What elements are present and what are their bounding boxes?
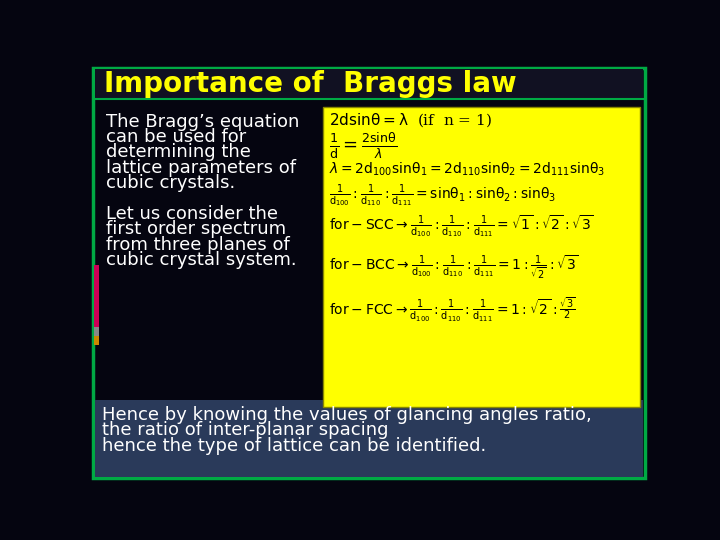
- Text: determining the: determining the: [106, 143, 251, 161]
- Text: first order spectrum: first order spectrum: [106, 220, 286, 238]
- Bar: [94, 265, 99, 327]
- Text: from three planes of: from three planes of: [106, 236, 289, 254]
- Bar: [94, 400, 644, 477]
- Text: Let us consider the: Let us consider the: [106, 205, 277, 223]
- Text: $\mathrm{2dsin\theta = \lambda}$  (if  n = 1): $\mathrm{2dsin\theta = \lambda}$ (if n =…: [329, 111, 492, 129]
- Text: cubic crystals.: cubic crystals.: [106, 174, 235, 192]
- Text: Importance of  Braggs law: Importance of Braggs law: [104, 70, 516, 98]
- Text: can be used for: can be used for: [106, 128, 246, 146]
- Text: lattice parameters of: lattice parameters of: [106, 159, 295, 177]
- Text: Hence by knowing the values of glancing angles ratio,: Hence by knowing the values of glancing …: [102, 406, 591, 424]
- Text: $\frac{1}{\mathrm{d_{100}}}:\frac{1}{\mathrm{d_{110}}}:\frac{1}{\mathrm{d_{111}}: $\frac{1}{\mathrm{d_{100}}}:\frac{1}{\ma…: [329, 182, 556, 208]
- Text: cubic crystal system.: cubic crystal system.: [106, 251, 296, 269]
- Text: $\mathrm{for-BCC}\rightarrow\frac{1}{\mathrm{d_{100}}}:\frac{1}{\mathrm{d_{110}}: $\mathrm{for-BCC}\rightarrow\frac{1}{\ma…: [329, 253, 579, 281]
- Text: $\lambda = \mathrm{2d_{100}sin\theta_1 = 2d_{110}sin\theta_2 = 2d_{111}sin\theta: $\lambda = \mathrm{2d_{100}sin\theta_1 =…: [329, 161, 605, 178]
- Text: $\mathrm{for-SCC}\rightarrow\frac{1}{\mathrm{d_{100}}}:\frac{1}{\mathrm{d_{110}}: $\mathrm{for-SCC}\rightarrow\frac{1}{\ma…: [329, 213, 593, 239]
- Bar: [94, 70, 644, 98]
- Bar: [94, 327, 99, 336]
- Text: $\frac{1}{\mathrm{d}} = \frac{\mathrm{2sin\theta}}{\lambda}$: $\frac{1}{\mathrm{d}} = \frac{\mathrm{2s…: [329, 132, 397, 161]
- Bar: [323, 107, 640, 408]
- Text: the ratio of inter-planar spacing: the ratio of inter-planar spacing: [102, 421, 388, 440]
- Bar: [94, 336, 99, 345]
- Text: $\mathrm{for-FCC}\rightarrow\frac{1}{\mathrm{d_{100}}}:\frac{1}{\mathrm{d_{110}}: $\mathrm{for-FCC}\rightarrow\frac{1}{\ma…: [329, 296, 575, 324]
- Text: hence the type of lattice can be identified.: hence the type of lattice can be identif…: [102, 437, 486, 455]
- Text: The Bragg’s equation: The Bragg’s equation: [106, 112, 299, 131]
